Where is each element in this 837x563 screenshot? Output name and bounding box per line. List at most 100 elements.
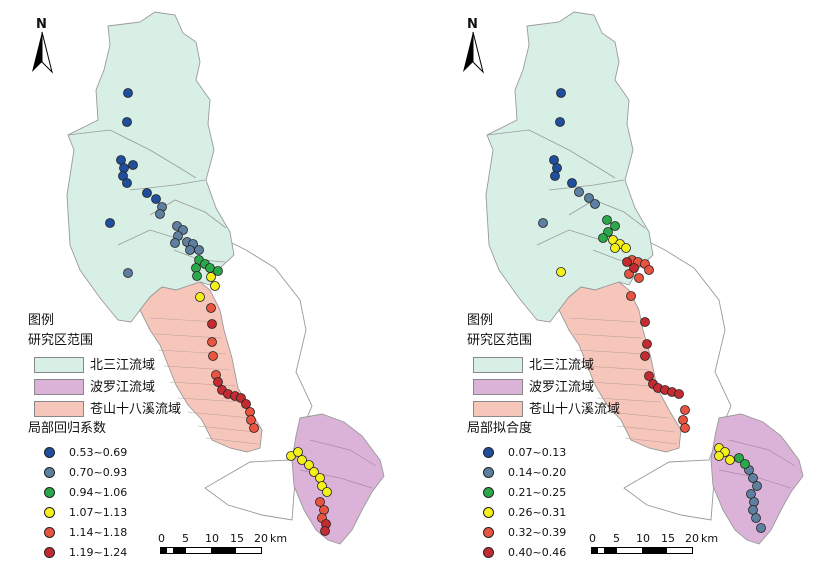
scale-tick: 0 xyxy=(589,532,596,545)
sample-point xyxy=(119,163,129,173)
cangshan-basin-area xyxy=(558,281,682,453)
beisanjiang-swatch xyxy=(473,357,523,373)
sample-point xyxy=(644,265,654,275)
legend-class-row: 1.19~1.24 xyxy=(28,542,181,562)
sample-point xyxy=(642,339,652,349)
sample-point xyxy=(208,351,218,361)
sample-point xyxy=(207,337,217,347)
legend-item-boluojiang: 波罗江流域 xyxy=(28,376,181,398)
sample-point xyxy=(319,505,329,515)
sample-point xyxy=(640,317,650,327)
sample-point xyxy=(192,271,202,281)
sample-point xyxy=(206,272,216,282)
class-label: 0.07~0.13 xyxy=(508,445,567,459)
north-arrow-icon xyxy=(32,31,53,74)
sample-points-left xyxy=(105,88,332,536)
cangshan-swatch xyxy=(473,401,523,417)
legend-region-label: 北三江流域 xyxy=(90,357,156,373)
class-dot-icon xyxy=(44,506,55,518)
class-dot-icon xyxy=(44,526,55,538)
class-label: 0.70~0.93 xyxy=(69,465,128,479)
sample-point xyxy=(640,351,650,361)
sample-point xyxy=(245,407,255,417)
legend-class-row: 0.40~0.46 xyxy=(467,542,620,562)
north-arrow-icon xyxy=(463,31,484,74)
scale-tick: 10 xyxy=(636,532,650,545)
sample-point xyxy=(556,88,566,98)
sample-point xyxy=(207,319,217,329)
sample-point xyxy=(123,88,133,98)
class-label: 1.14~1.18 xyxy=(69,525,128,539)
sample-point xyxy=(634,273,644,283)
legend-region-label: 苍山十八溪流域 xyxy=(90,401,182,417)
legend-class-row: 0.70~0.93 xyxy=(28,462,181,482)
sample-point xyxy=(538,218,548,228)
sample-point xyxy=(213,266,223,276)
class-dot-icon xyxy=(483,526,494,538)
legend-class-row: 0.21~0.25 xyxy=(467,482,620,502)
legend-class-row: 0.07~0.13 xyxy=(467,442,620,462)
boluojiang-swatch xyxy=(473,379,523,395)
legend-classes-title: 局部拟合度 xyxy=(467,421,533,436)
sample-point xyxy=(322,487,332,497)
sample-point xyxy=(584,193,594,203)
sample-point xyxy=(213,377,223,387)
class-dot-icon xyxy=(483,506,494,518)
sample-point xyxy=(304,460,314,470)
class-label: 1.07~1.13 xyxy=(69,505,128,519)
legend-class-row: 0.94~1.06 xyxy=(28,482,181,502)
sample-point xyxy=(714,451,724,461)
map-panel-left: N 图例 研究区范围 北三江流域 波罗江流域 苍山十八溪流域 局部回归系数 0.… xyxy=(0,0,418,563)
map-canvas-left xyxy=(32,11,385,545)
class-label: 0.40~0.46 xyxy=(508,545,567,559)
legend-region-label: 波罗江流域 xyxy=(529,379,595,395)
sample-point xyxy=(315,497,325,507)
class-label: 0.94~1.06 xyxy=(69,485,128,499)
sample-point xyxy=(191,263,201,273)
map-canvas-right xyxy=(463,11,804,545)
scale-tick: 0 xyxy=(158,532,165,545)
scale-bar-left: 0 5 10 15 20 km xyxy=(158,532,287,554)
legend-class-row: 1.07~1.13 xyxy=(28,502,181,522)
scale-tick: 15 xyxy=(661,532,675,545)
legend-item-cangshan: 苍山十八溪流域 xyxy=(28,398,181,420)
sample-point xyxy=(674,389,684,399)
scale-tick: 15 xyxy=(230,532,244,545)
legend-left: 图例 研究区范围 北三江流域 波罗江流域 苍山十八溪流域 局部回归系数 0.53… xyxy=(28,314,181,562)
sample-point xyxy=(122,178,132,188)
sample-point xyxy=(151,194,161,204)
north-label: N xyxy=(467,17,478,32)
sample-point xyxy=(293,447,303,457)
sample-point xyxy=(740,459,750,469)
north-label: N xyxy=(36,17,47,32)
legend-scope-title: 研究区范围 xyxy=(28,333,94,348)
sample-point xyxy=(320,526,330,536)
sample-point xyxy=(567,178,577,188)
class-label: 0.32~0.39 xyxy=(508,525,567,539)
scale-tick: 20 xyxy=(685,532,699,545)
sample-point xyxy=(194,245,204,255)
class-label: 0.14~0.20 xyxy=(508,465,567,479)
sample-point xyxy=(556,267,566,277)
beisanjiang-subbasin-lines xyxy=(486,129,646,263)
sample-point xyxy=(555,117,565,127)
scale-tick: 5 xyxy=(182,532,189,545)
sample-point xyxy=(725,455,735,465)
scale-tick: 5 xyxy=(613,532,620,545)
class-dot-icon xyxy=(483,486,494,498)
legend-region-label: 北三江流域 xyxy=(529,357,595,373)
cangshan-basin-area xyxy=(139,281,263,453)
cangshan-stream-lines xyxy=(568,317,678,445)
scale-tick: 20 xyxy=(254,532,268,545)
sample-point xyxy=(574,187,584,197)
legend-title: 图例 xyxy=(467,313,494,328)
sample-point xyxy=(185,245,195,255)
sample-point xyxy=(195,292,205,302)
legend-right: 图例 研究区范围 北三江流域 波罗江流域 苍山十八溪流域 局部拟合度 0.07~… xyxy=(467,314,620,562)
sample-point xyxy=(210,281,220,291)
boluojiang-basin-area xyxy=(291,413,385,545)
scale-unit: km xyxy=(701,532,719,545)
legend-class-row: 0.32~0.39 xyxy=(467,522,620,542)
sample-point xyxy=(751,513,761,523)
legend-class-row: 1.14~1.18 xyxy=(28,522,181,542)
